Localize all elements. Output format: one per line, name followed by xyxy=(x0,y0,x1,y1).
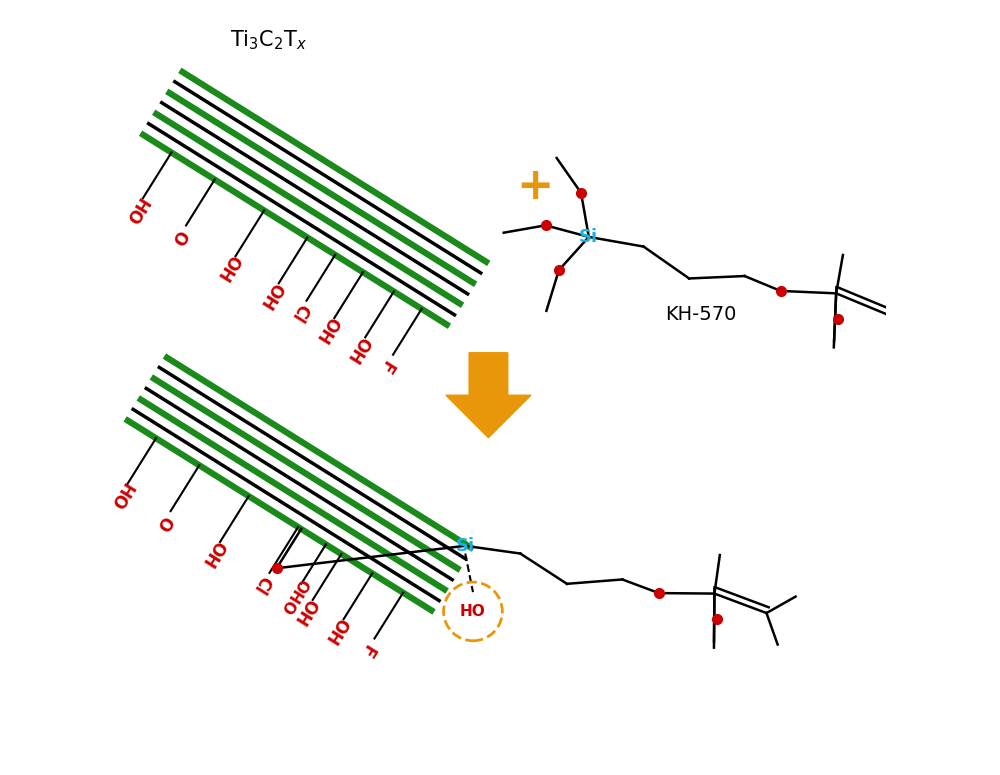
Text: OH: OH xyxy=(343,332,373,366)
Polygon shape xyxy=(446,353,531,438)
Text: HO: HO xyxy=(460,604,486,619)
Text: O: O xyxy=(167,226,190,248)
Text: Ti$_3$C$_2$T$_x$: Ti$_3$C$_2$T$_x$ xyxy=(230,28,307,52)
Text: OHO: OHO xyxy=(277,575,311,616)
Text: HO: HO xyxy=(120,194,151,227)
Text: OH: OH xyxy=(321,615,351,648)
Text: F: F xyxy=(356,641,378,660)
Text: Cl: Cl xyxy=(287,300,312,325)
Text: OH: OH xyxy=(198,537,228,570)
Text: OH: OH xyxy=(290,595,320,629)
Text: HO: HO xyxy=(105,479,135,512)
Text: +: + xyxy=(516,165,553,208)
Text: Si: Si xyxy=(456,537,475,555)
Text: methyl: methyl xyxy=(557,149,562,150)
Text: Si: Si xyxy=(579,228,598,246)
Text: O: O xyxy=(152,512,175,534)
Text: OH: OH xyxy=(256,278,286,312)
Text: Cl: Cl xyxy=(250,572,274,597)
Text: OH: OH xyxy=(213,251,243,284)
Text: OH: OH xyxy=(312,313,342,346)
Text: F: F xyxy=(375,357,396,376)
Text: KH-570: KH-570 xyxy=(665,305,736,324)
Text: methoxy: methoxy xyxy=(561,147,567,149)
